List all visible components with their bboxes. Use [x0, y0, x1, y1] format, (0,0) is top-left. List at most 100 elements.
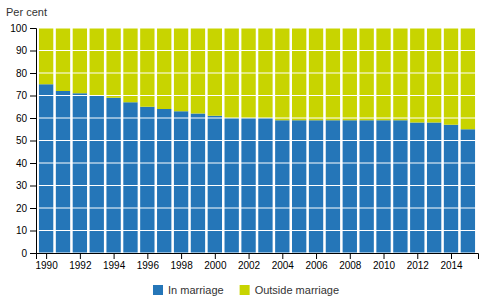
- bar: [174, 28, 188, 111]
- bar-series: [39, 84, 475, 253]
- x-tick: 2000: [204, 253, 227, 271]
- x-tick-label: 2000: [204, 260, 227, 271]
- bar: [461, 28, 475, 129]
- grid-line: [36, 140, 478, 141]
- bar: [90, 96, 104, 254]
- x-tick: 2014: [440, 253, 463, 271]
- bar: [73, 93, 87, 253]
- legend-swatch: [240, 285, 250, 295]
- x-tick: 2008: [339, 253, 362, 271]
- x-tick: 2006: [305, 253, 328, 271]
- grid-line: [36, 230, 478, 231]
- y-tick: 40: [16, 158, 36, 169]
- y-tick-label: 20: [16, 203, 28, 214]
- y-tick: 50: [16, 135, 36, 146]
- y-tick-mark: [30, 208, 36, 209]
- chart: 1990199219941996199820002002200420062008…: [0, 0, 492, 305]
- bar: [309, 28, 323, 120]
- grid-line: [36, 50, 478, 51]
- x-tick-mark: [181, 253, 182, 259]
- x-tick-mark: [114, 253, 115, 259]
- x-tick-label: 2002: [238, 260, 261, 271]
- y-tick-label: 0: [21, 248, 27, 259]
- bar: [73, 28, 87, 93]
- bar: [123, 28, 137, 102]
- bar: [393, 28, 407, 120]
- y-tick-mark: [30, 186, 36, 187]
- x-tick: 1992: [69, 253, 92, 271]
- x-tick-label: 1994: [103, 260, 126, 271]
- y-tick-label: 80: [16, 68, 28, 79]
- y-tick-label: 50: [16, 135, 28, 146]
- y-tick-label: 100: [10, 23, 27, 34]
- y-tick-label: 90: [16, 45, 28, 56]
- bar: [359, 28, 373, 120]
- x-tick-mark: [417, 253, 418, 259]
- y-tick: 80: [16, 68, 36, 79]
- legend: In marriage Outside marriage: [153, 284, 339, 296]
- legend-label: In marriage: [168, 284, 224, 296]
- x-tick-mark: [350, 253, 351, 259]
- grid-line: [36, 73, 478, 74]
- plot: 1990199219941996199820002002200420062008…: [10, 23, 478, 271]
- x-tick: 1990: [35, 253, 58, 271]
- bar: [292, 28, 306, 120]
- grid-line: [36, 163, 478, 164]
- x-tick-label: 1998: [170, 260, 193, 271]
- bar: [56, 91, 70, 253]
- x-tick-mark: [80, 253, 81, 259]
- bar: [140, 28, 154, 107]
- grid-line: [36, 118, 478, 119]
- bar: [208, 116, 222, 253]
- legend-item: Outside marriage: [240, 284, 339, 296]
- y-tick-label: 70: [16, 90, 28, 101]
- x-tick-label: 2014: [440, 260, 463, 271]
- bar: [39, 84, 53, 253]
- y-tick-label: 30: [16, 180, 28, 191]
- x-tick-label: 2006: [305, 260, 328, 271]
- y-axis: 0 10 20 30 40 50 60 70 80 90 100: [10, 23, 36, 259]
- y-tick-label: 60: [16, 113, 28, 124]
- grid-line: [36, 208, 478, 209]
- y-tick-mark: [30, 118, 36, 119]
- y-tick-label: 10: [16, 225, 28, 236]
- y-axis-title: Per cent: [6, 6, 47, 18]
- x-tick-mark: [215, 253, 216, 259]
- y-tick-mark: [30, 28, 36, 29]
- bar: [376, 28, 390, 120]
- y-tick-mark: [30, 73, 36, 74]
- grid-line: [36, 95, 478, 96]
- x-axis-line: [37, 254, 479, 260]
- legend-label: Outside marriage: [255, 284, 339, 296]
- x-tick-label: 2010: [373, 260, 396, 271]
- y-tick-mark: [30, 96, 36, 97]
- bar: [427, 123, 441, 254]
- bar: [106, 28, 120, 98]
- legend-item: In marriage: [153, 284, 224, 296]
- x-tick: 1996: [137, 253, 160, 271]
- bar: [444, 125, 458, 253]
- bar: [444, 28, 458, 125]
- bar: [208, 28, 222, 116]
- bar: [191, 114, 205, 254]
- bar: [90, 28, 104, 96]
- bar: [461, 129, 475, 253]
- x-tick-mark: [249, 253, 250, 259]
- bar: [106, 98, 120, 253]
- y-tick: 70: [16, 90, 36, 101]
- x-tick-label: 1992: [69, 260, 92, 271]
- x-tick-mark: [282, 253, 283, 259]
- x-tick-mark: [316, 253, 317, 259]
- bar: [140, 107, 154, 253]
- x-tick-label: 1990: [35, 260, 58, 271]
- y-tick: 10: [16, 225, 36, 236]
- y-tick: 100: [10, 23, 36, 34]
- y-tick-mark: [30, 163, 36, 164]
- y-tick: 0: [21, 248, 36, 259]
- y-axis-line: [30, 29, 37, 254]
- x-tick: 1998: [170, 253, 193, 271]
- y-tick: 90: [16, 45, 36, 56]
- legend-swatch: [153, 285, 163, 295]
- bar: [427, 28, 441, 123]
- x-tick-mark: [46, 253, 47, 259]
